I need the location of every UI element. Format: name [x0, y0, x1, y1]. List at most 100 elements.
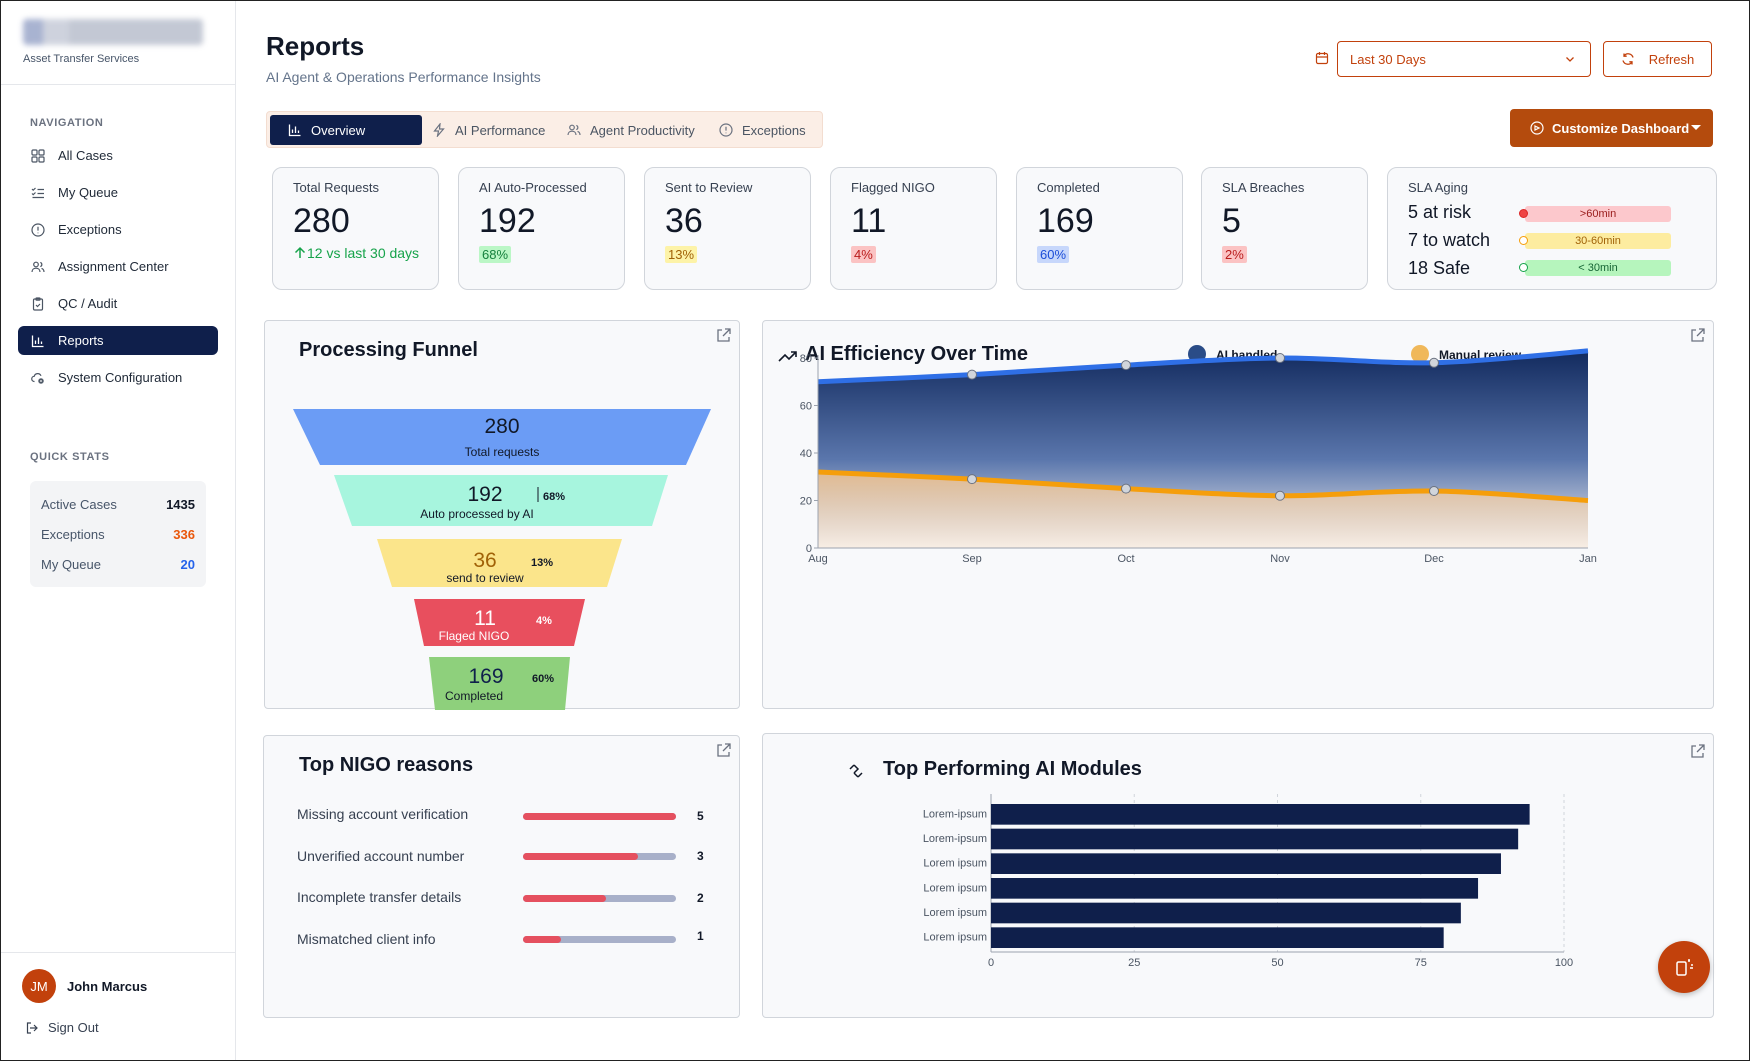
sign-out-icon	[26, 1021, 38, 1034]
sidebar-item-all-cases[interactable]: All Cases	[18, 141, 218, 170]
chat-fab-button[interactable]	[1658, 941, 1710, 993]
user-block: JM John Marcus Sign Out	[1, 952, 235, 1060]
stat-value: 20	[180, 556, 195, 572]
bar	[991, 804, 1530, 825]
sla-bar-under-30: < 30min	[1525, 260, 1671, 276]
panel-title: Top NIGO reasons	[299, 754, 474, 776]
nigo-bar-fill	[523, 853, 638, 860]
kpi-label: SLA Aging	[1408, 180, 1468, 195]
x-tick-label: Nov	[1270, 553, 1290, 565]
nigo-reason-label: Mismatched client info	[297, 931, 436, 947]
x-tick-label: 75	[1415, 957, 1427, 969]
data-point	[1121, 483, 1131, 494]
users-icon	[567, 124, 581, 136]
x-tick-label: Oct	[1117, 553, 1134, 565]
kpi-label: Sent to Review	[665, 180, 753, 195]
external-link-icon[interactable]	[715, 742, 732, 759]
funnel-value: 280	[484, 415, 520, 438]
top-nigo-panel: Top NIGO reasons	[263, 735, 740, 1018]
sidebar-item-assignment-center[interactable]: Assignment Center	[18, 252, 218, 281]
kpi-percent-badge: 60%	[1037, 246, 1070, 263]
kpi-sla-aging: SLA Aging 5 at risk 7 to watch 18 Safe >…	[1387, 167, 1717, 290]
customize-label: Customize Dashboard	[1552, 120, 1690, 136]
bar	[991, 853, 1501, 874]
status-dot-green	[1519, 263, 1528, 272]
sidebar-item-label: My Queue	[58, 185, 118, 200]
kpi-delta-text: 12 vs last 30 days	[307, 245, 420, 261]
external-link-icon[interactable]	[715, 327, 732, 344]
sidebar-item-label: QC / Audit	[58, 296, 118, 311]
funnel-value: 169	[468, 665, 504, 688]
kpi-value: 169	[1037, 202, 1094, 240]
funnel-percent: 68%	[543, 491, 566, 503]
top-ai-modules-panel: Top Performing AI Modules 0 25 50 75 100 Lore…	[762, 733, 1714, 1018]
kpi-value: 192	[479, 202, 536, 240]
bar-chart-icon	[288, 124, 301, 137]
kpi-label: Flagged NIGO	[851, 180, 935, 195]
kpi-value: 5	[1222, 202, 1241, 240]
nigo-count: 2	[697, 891, 704, 905]
kpi-percent-badge: 2%	[1222, 246, 1247, 263]
sidebar: Asset Transfer Services NAVIGATION All C…	[1, 1, 236, 1060]
avatar[interactable]: JM	[22, 969, 56, 1003]
caret-down-icon[interactable]	[1691, 125, 1701, 130]
stat-label: Exceptions	[41, 526, 105, 542]
kpi-percent-badge: 13%	[665, 246, 698, 263]
data-point	[1275, 490, 1285, 501]
nav-section-title: NAVIGATION	[30, 117, 104, 129]
sidebar-item-label: System Configuration	[58, 370, 183, 385]
series-line-0	[817, 348, 1589, 385]
page-title: Reports	[266, 31, 365, 61]
nigo-bar-track	[523, 895, 676, 902]
sidebar-item-qc-audit[interactable]: QC / Audit	[18, 289, 218, 318]
kpi-total-requests: Total Requests 280 12 vs last 30 days	[272, 167, 439, 290]
kpi-label: SLA Breaches	[1222, 180, 1305, 195]
funnel-value: 192	[467, 483, 503, 506]
y-tick-label: 0	[806, 543, 812, 555]
kpi-percent-badge: 68%	[479, 246, 512, 263]
kpi-percent-badge: 4%	[851, 246, 876, 263]
tab-agent-productivity[interactable]: Agent Productivity	[567, 115, 695, 145]
data-point	[1429, 357, 1439, 368]
kpi-label: AI Auto-Processed	[479, 180, 587, 195]
users-icon	[30, 259, 46, 275]
bar-chart-icon	[30, 333, 46, 349]
sla-bar-over-60: >60min	[1525, 206, 1671, 222]
kpi-value: 280	[293, 202, 350, 240]
tab-overview[interactable]: Overview	[270, 115, 422, 145]
x-tick-label: 100	[1555, 957, 1573, 969]
external-link-icon[interactable]	[1689, 327, 1706, 344]
funnel-label: Completed	[444, 689, 504, 703]
alert-circle-icon	[719, 123, 733, 137]
tab-exceptions[interactable]: Exceptions	[719, 115, 806, 145]
series-line-1	[817, 469, 1589, 503]
sidebar-item-system-configuration[interactable]: System Configuration	[18, 363, 218, 392]
sidebar-item-reports[interactable]: Reports	[18, 326, 218, 355]
nigo-count: 1	[697, 929, 704, 943]
y-tick-label: Lorem-ipsum	[923, 808, 987, 820]
customize-dashboard-button[interactable]: Customize Dashboard	[1510, 109, 1713, 147]
y-tick-label: Lorem ipsum	[923, 882, 987, 894]
y-tick-label: Lorem ipsum	[923, 932, 987, 944]
panel-title: AI Efficiency Over Time	[805, 343, 1029, 365]
grid-icon	[30, 148, 46, 164]
tab-ai-performance[interactable]: AI Performance	[432, 115, 545, 145]
nigo-count: 5	[697, 809, 704, 823]
processing-funnel-panel: Processing Funnel 280 Total requests 192…	[264, 320, 740, 710]
sign-out-button[interactable]: Sign Out	[25, 1020, 99, 1035]
external-link-icon[interactable]	[1689, 743, 1706, 760]
date-range-select[interactable]: Last 30 Days	[1337, 41, 1591, 77]
stat-label: My Queue	[41, 556, 101, 572]
clipboard-icon	[30, 296, 46, 312]
sla-row-text: 7 to watch	[1408, 230, 1491, 250]
tab-label: Agent Productivity	[590, 122, 695, 138]
sidebar-item-exceptions[interactable]: Exceptions	[18, 215, 218, 244]
sidebar-item-my-queue[interactable]: My Queue	[18, 178, 218, 207]
kpi-sent-to-review: Sent to Review 36 13%	[644, 167, 811, 290]
status-dot-red	[1519, 209, 1528, 218]
sidebar-item-label: All Cases	[58, 148, 113, 163]
panel-title: Processing Funnel	[299, 339, 478, 361]
refresh-button[interactable]: Refresh	[1603, 41, 1712, 77]
funnel-value: 36	[473, 549, 497, 572]
quick-stat-exceptions: Exceptions 336	[41, 519, 195, 549]
